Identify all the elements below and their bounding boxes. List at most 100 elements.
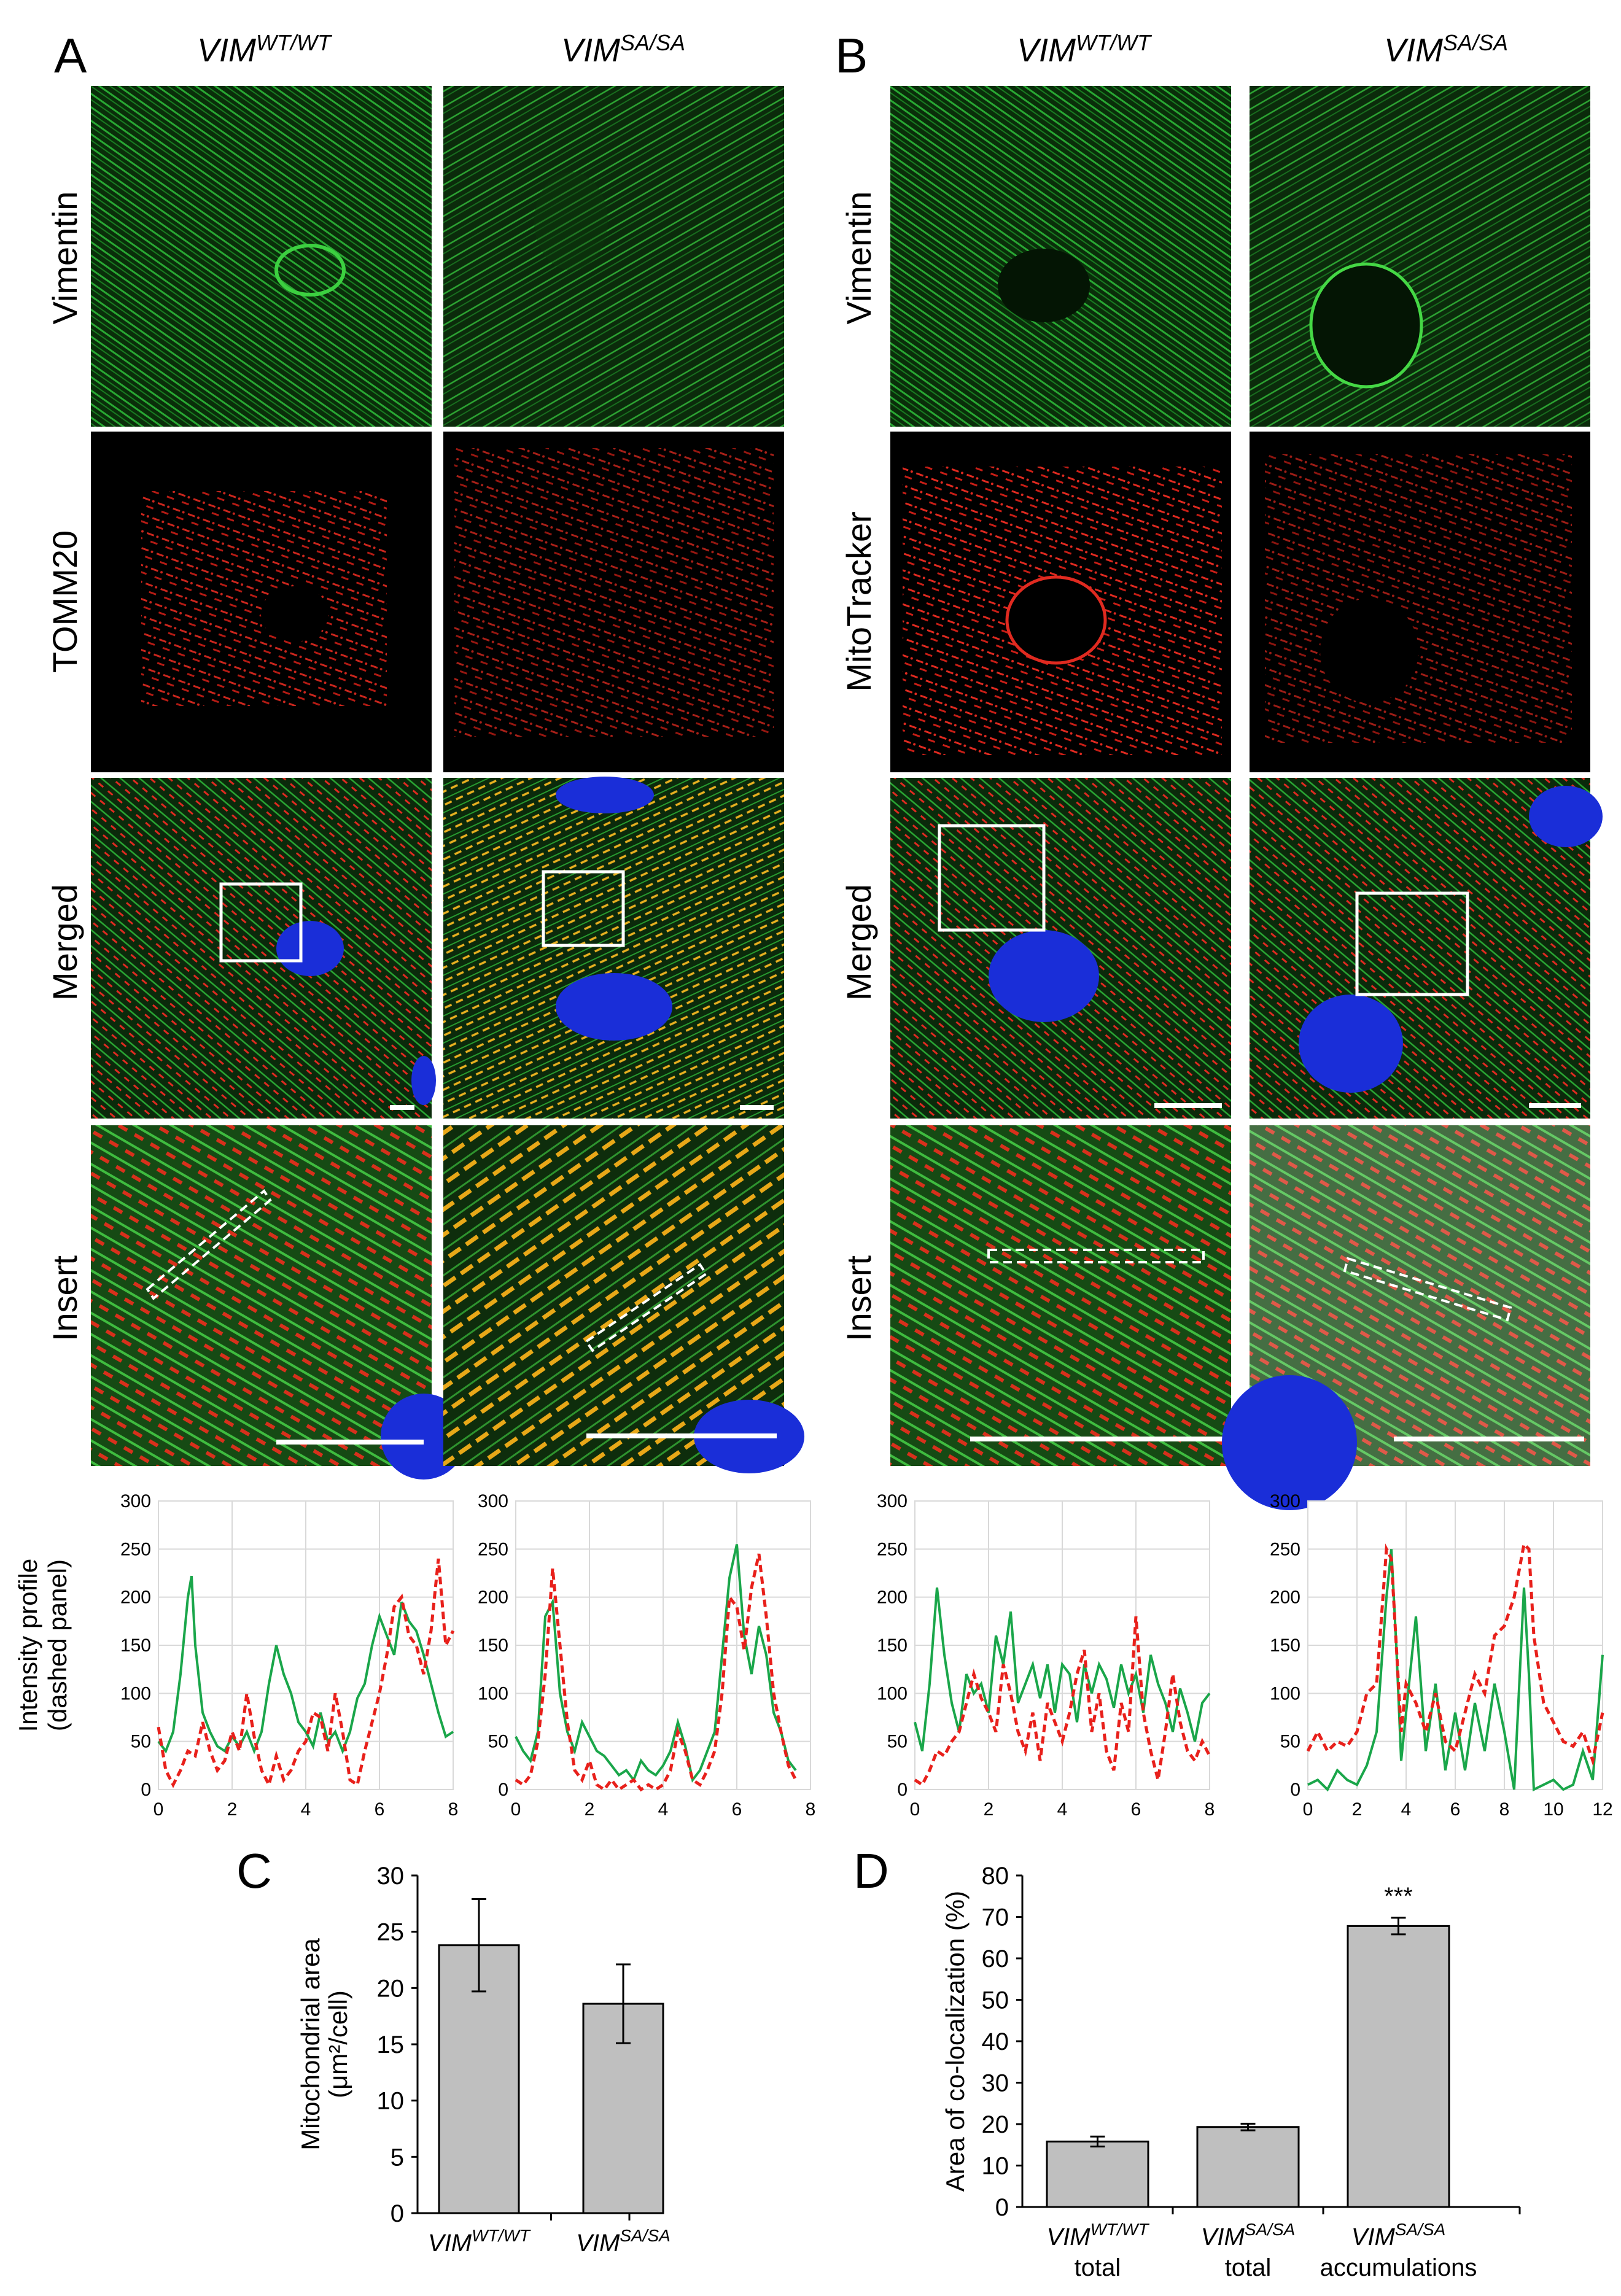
x-tick-label: 0 bbox=[511, 1799, 521, 1820]
x-tick-label: 0 bbox=[154, 1799, 164, 1820]
category-sublabel: total bbox=[1225, 2254, 1272, 2281]
panel-a-sa-insert-scale-bar bbox=[586, 1433, 777, 1438]
y-tick-label: 150 bbox=[877, 1635, 908, 1656]
panel-b-wt-insert-image bbox=[890, 1125, 1231, 1466]
panel-a-row-label-tomm20: TOMM20 bbox=[45, 530, 84, 673]
y-tick-label: 250 bbox=[120, 1539, 151, 1559]
y-tick-label: 100 bbox=[478, 1683, 508, 1704]
panel-a-wt-insert-scale-bar bbox=[276, 1440, 424, 1445]
panel-a-wt-insert-image bbox=[91, 1125, 467, 1480]
panel-a-row-label-merged: Merged bbox=[45, 884, 84, 1001]
y-tick-label: 300 bbox=[478, 1491, 508, 1511]
series-line-red bbox=[157, 1558, 455, 1790]
panel-b-row-label-merged: Merged bbox=[839, 884, 878, 1001]
panel-b-wt-mitotracker-image bbox=[890, 432, 1231, 772]
intensity-profile-b-wt: 0 50 100 150 200 250 300 0 2 4 6 8 bbox=[877, 1491, 1215, 1820]
panel-c-letter: C bbox=[236, 1844, 272, 1898]
y-tick-label: 50 bbox=[488, 1732, 508, 1752]
significance-marker: *** bbox=[1384, 1883, 1413, 1910]
panel-b-sa-merged-image bbox=[1250, 778, 1603, 1119]
panel-b-row-label-insert: Insert bbox=[839, 1255, 878, 1341]
y-tick-label: 100 bbox=[120, 1683, 151, 1704]
intensity-profile-a-wt: 0 50 100 150 200 250 300 0 2 4 6 8 bbox=[120, 1491, 458, 1820]
x-tick-label: 8 bbox=[1205, 1799, 1215, 1820]
x-tick-label: 2 bbox=[984, 1799, 994, 1820]
intensity-ylabel-line2: (dashed panel) bbox=[43, 1559, 72, 1731]
y-tick-label: 10 bbox=[982, 2153, 1009, 2180]
y-tick-label: 25 bbox=[377, 1919, 405, 1946]
panel-b-sa-insert-image bbox=[1222, 1125, 1590, 1510]
x-tick-label: 8 bbox=[1499, 1799, 1510, 1820]
x-tick-label: 4 bbox=[658, 1799, 669, 1820]
y-tick-label: 70 bbox=[982, 1904, 1009, 1931]
panel-a-col1-title: VIMWT/WT bbox=[197, 30, 333, 69]
panel-b-letter: B bbox=[835, 28, 868, 83]
intensity-ylabel-line1: Intensity profile bbox=[14, 1559, 42, 1732]
y-tick-label: 40 bbox=[982, 2028, 1009, 2055]
y-tick-label: 30 bbox=[982, 2070, 1009, 2097]
panel-b-sa-vimentin-image bbox=[1250, 86, 1590, 427]
y-tick-label: 50 bbox=[887, 1732, 908, 1752]
panel-c-bar-chart: 0 5 10 15 20 25 30 VIMWT/WT VIMSA/SA Mitochondria… bbox=[296, 1863, 671, 2257]
panel-a-letter: A bbox=[54, 28, 87, 83]
panel-a-sa-insert-image bbox=[443, 1125, 804, 1473]
panel-b-sa-mitotracker-image bbox=[1250, 432, 1590, 772]
x-tick-label: 8 bbox=[448, 1799, 459, 1820]
panel-b-wt-merged-image bbox=[890, 778, 1231, 1119]
y-tick-label: 15 bbox=[377, 2031, 405, 2058]
panel-a-row-label-insert: Insert bbox=[45, 1255, 84, 1341]
x-tick-label: 6 bbox=[732, 1799, 742, 1820]
bar bbox=[1196, 2126, 1300, 2208]
y-tick-label: 250 bbox=[478, 1539, 508, 1559]
bar bbox=[1347, 1925, 1450, 2208]
x-tick-label: 6 bbox=[1131, 1799, 1141, 1820]
y-tick-label: 150 bbox=[478, 1635, 508, 1656]
panel-a-wt-merged-image bbox=[91, 778, 436, 1119]
y-tick-label: 150 bbox=[1270, 1635, 1300, 1656]
y-tick-label: 20 bbox=[377, 1975, 405, 2002]
x-tick-label: 0 bbox=[1303, 1799, 1313, 1820]
y-axis-title: Mitochondrial area bbox=[296, 1938, 325, 2151]
series-line-green bbox=[515, 1544, 797, 1783]
x-tick-label: 8 bbox=[806, 1799, 816, 1820]
panel-b-row-label-vimentin: Vimentin bbox=[839, 192, 878, 325]
y-tick-label: 300 bbox=[120, 1491, 151, 1511]
y-tick-label: 50 bbox=[982, 1987, 1009, 2014]
panel-b-sa-merged-roi bbox=[1355, 891, 1469, 996]
panel-b-sa-insert-scale-bar bbox=[1394, 1437, 1584, 1441]
y-tick-label: 150 bbox=[120, 1635, 151, 1656]
intensity-profile-b-sa: 0 50 100 150 200 250 300 0 2 4 6 8 10 12 bbox=[1270, 1491, 1613, 1820]
y-tick-label: 20 bbox=[982, 2111, 1009, 2138]
panel-d-bar-chart: 0 10 20 30 40 50 60 70 80 VIMWT/WT total VIMSA/SA to… bbox=[941, 1863, 1521, 2281]
x-tick-label: 12 bbox=[1592, 1799, 1612, 1820]
intensity-profile-a-sa: 0 50 100 150 200 250 300 0 2 4 6 8 bbox=[478, 1491, 815, 1820]
panel-b-wt-scale-bar bbox=[1154, 1103, 1222, 1108]
y-tick-label: 0 bbox=[995, 2194, 1009, 2221]
x-tick-label: 10 bbox=[1543, 1799, 1563, 1820]
y-tick-label: 80 bbox=[982, 1863, 1009, 1890]
y-tick-label: 200 bbox=[1270, 1588, 1300, 1608]
y-tick-label: 100 bbox=[877, 1683, 908, 1704]
x-tick-label: 2 bbox=[227, 1799, 238, 1820]
panel-b-col1-title: VIMWT/WT bbox=[1017, 30, 1153, 69]
y-tick-label: 60 bbox=[982, 1945, 1009, 1972]
panel-a-sa-merged-roi bbox=[542, 870, 625, 947]
x-tick-label: 2 bbox=[585, 1799, 595, 1820]
y-tick-label: 30 bbox=[377, 1863, 405, 1890]
y-tick-label: 5 bbox=[391, 2144, 404, 2171]
y-tick-label: 100 bbox=[1270, 1683, 1300, 1704]
category-sublabel: total bbox=[1075, 2254, 1121, 2281]
panel-a-sa-scale-bar bbox=[740, 1105, 774, 1110]
bar bbox=[1046, 2140, 1149, 2208]
panel-a-wt-scale-bar bbox=[390, 1105, 414, 1110]
y-tick-label: 0 bbox=[1290, 1780, 1300, 1800]
panel-a-sa-vimentin-image bbox=[443, 86, 784, 427]
y-tick-label: 300 bbox=[877, 1491, 908, 1511]
x-tick-label: 2 bbox=[1352, 1799, 1362, 1820]
panel-a-sa-merged-image bbox=[443, 777, 784, 1119]
panel-d-letter: D bbox=[853, 1844, 889, 1898]
panel-b-col2-title: VIMSA/SA bbox=[1384, 30, 1508, 69]
panel-a-wt-vimentin-image bbox=[91, 86, 432, 427]
panel-a-col2-title: VIMSA/SA bbox=[561, 30, 685, 69]
